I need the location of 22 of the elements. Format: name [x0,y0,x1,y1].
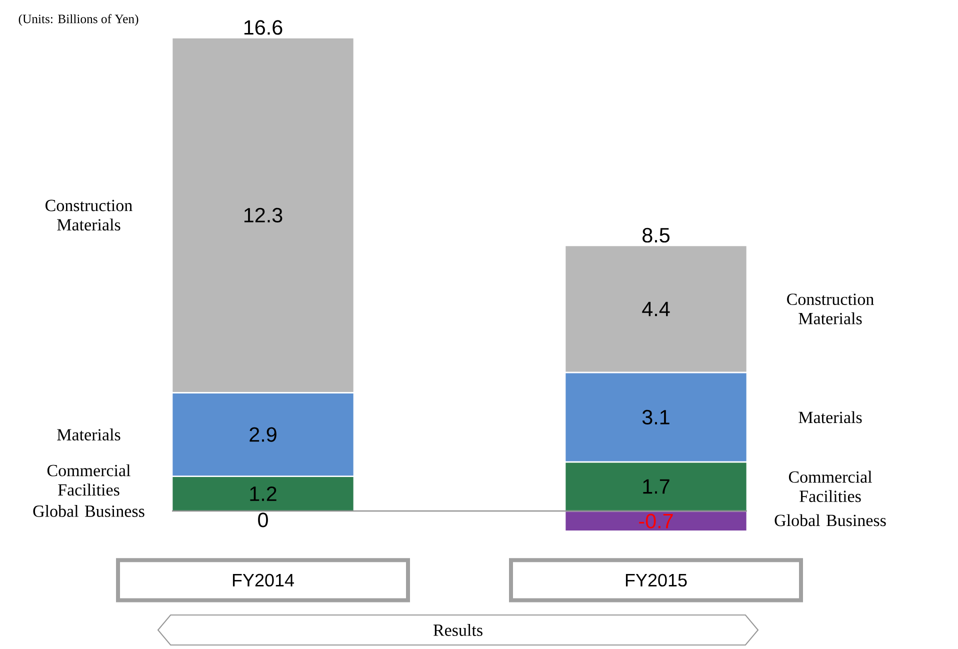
text: Commercial Facilities [47,464,130,496]
data-label: -0.7 [639,514,673,528]
x-tick-label: FY2015 [626,574,687,587]
text: Commercial Facilities [788,470,872,502]
x-tick-label: FY2014 [232,574,294,587]
data-label: 2.9 [250,427,276,442]
data-label: 12.3 [244,208,282,222]
text: Materials [57,428,120,440]
total-label: 16.6 [244,20,282,35]
annotation: 0 [258,512,268,528]
data-label: 4.4 [642,302,670,316]
data-label: 1.2 [250,486,276,501]
text: Construction Materials [787,294,874,324]
data-label: 3.1 [642,410,670,425]
text: (Units: Billions of Yen) [18,14,138,26]
text: Global Business [33,505,144,517]
data-label: 1.7 [643,479,670,494]
text: Results [433,624,482,636]
total-label: 8.5 [642,228,670,243]
text: Construction Materials [46,200,132,231]
text: Materials [798,411,862,424]
series-label: Global Business [774,514,886,526]
